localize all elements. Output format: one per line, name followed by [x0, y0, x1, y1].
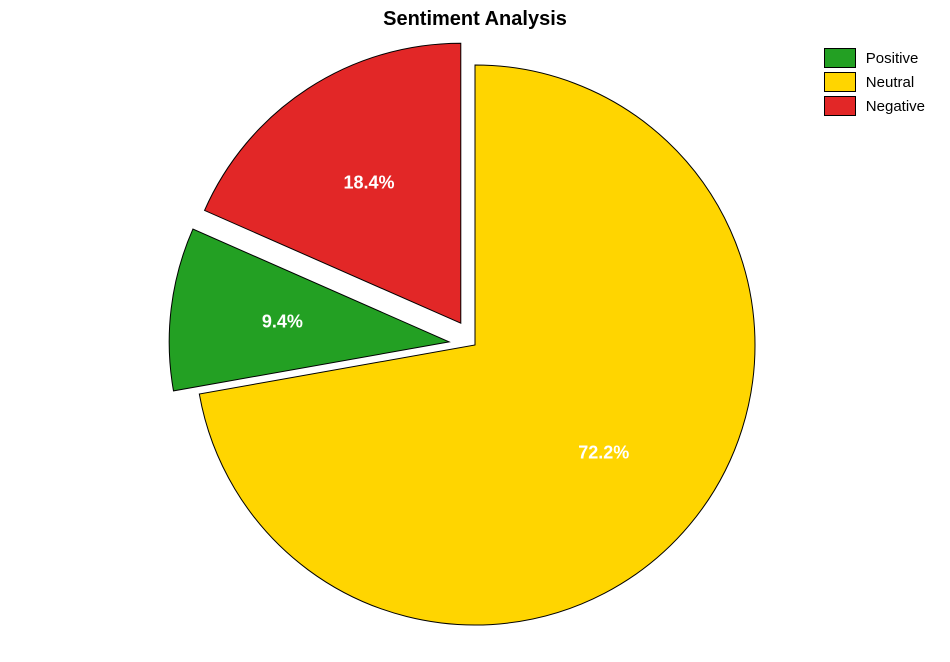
legend-item-positive: Positive [824, 48, 925, 68]
legend-item-neutral: Neutral [824, 72, 925, 92]
slice-label-neutral: 72.2% [578, 442, 629, 463]
legend-swatch [824, 48, 856, 68]
pie-svg [0, 0, 950, 662]
legend-swatch [824, 72, 856, 92]
legend-item-negative: Negative [824, 96, 925, 116]
slice-label-positive: 9.4% [262, 311, 303, 332]
slice-label-negative: 18.4% [343, 172, 394, 193]
legend-swatch [824, 96, 856, 116]
legend: Positive Neutral Negative [824, 48, 925, 120]
legend-label: Negative [866, 98, 925, 115]
legend-label: Positive [866, 50, 919, 67]
sentiment-pie-chart: Sentiment Analysis PositiveNeutralNegati… [0, 0, 950, 662]
legend-label: Neutral [866, 74, 914, 91]
